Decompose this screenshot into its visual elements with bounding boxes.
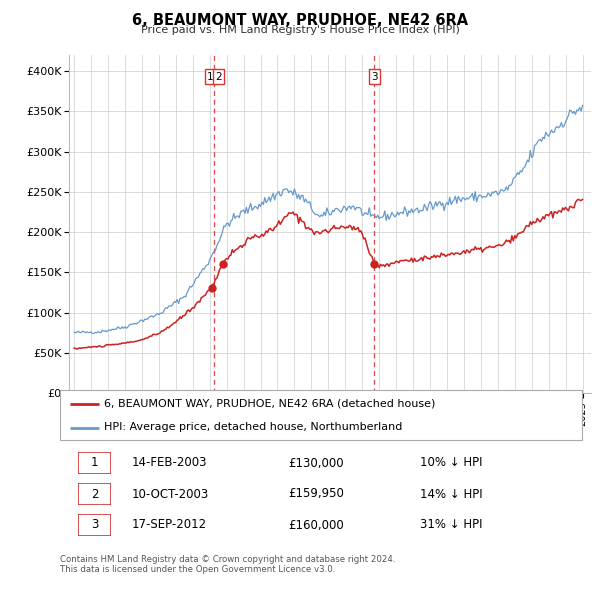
- Text: 10% ↓ HPI: 10% ↓ HPI: [420, 457, 482, 470]
- Text: 14% ↓ HPI: 14% ↓ HPI: [420, 487, 482, 500]
- Text: 17-SEP-2012: 17-SEP-2012: [132, 519, 207, 532]
- Text: 3: 3: [371, 72, 378, 82]
- Text: 6, BEAUMONT WAY, PRUDHOE, NE42 6RA: 6, BEAUMONT WAY, PRUDHOE, NE42 6RA: [132, 13, 468, 28]
- Text: 31% ↓ HPI: 31% ↓ HPI: [420, 519, 482, 532]
- FancyBboxPatch shape: [78, 483, 111, 505]
- Text: 3: 3: [91, 519, 98, 532]
- FancyBboxPatch shape: [78, 514, 111, 536]
- Text: Price paid vs. HM Land Registry's House Price Index (HPI): Price paid vs. HM Land Registry's House …: [140, 25, 460, 35]
- Text: 1: 1: [207, 72, 214, 82]
- Text: 1: 1: [91, 457, 98, 470]
- Text: £159,950: £159,950: [288, 487, 344, 500]
- Text: 14-FEB-2003: 14-FEB-2003: [132, 457, 208, 470]
- FancyBboxPatch shape: [60, 390, 582, 440]
- Text: 6, BEAUMONT WAY, PRUDHOE, NE42 6RA (detached house): 6, BEAUMONT WAY, PRUDHOE, NE42 6RA (deta…: [104, 398, 436, 408]
- Text: £160,000: £160,000: [288, 519, 344, 532]
- Text: HPI: Average price, detached house, Northumberland: HPI: Average price, detached house, Nort…: [104, 422, 403, 432]
- FancyBboxPatch shape: [78, 452, 111, 474]
- Text: 10-OCT-2003: 10-OCT-2003: [132, 487, 209, 500]
- Text: Contains HM Land Registry data © Crown copyright and database right 2024.
This d: Contains HM Land Registry data © Crown c…: [60, 555, 395, 575]
- Text: 2: 2: [91, 487, 98, 500]
- Text: £130,000: £130,000: [288, 457, 344, 470]
- Text: 2: 2: [215, 72, 222, 82]
